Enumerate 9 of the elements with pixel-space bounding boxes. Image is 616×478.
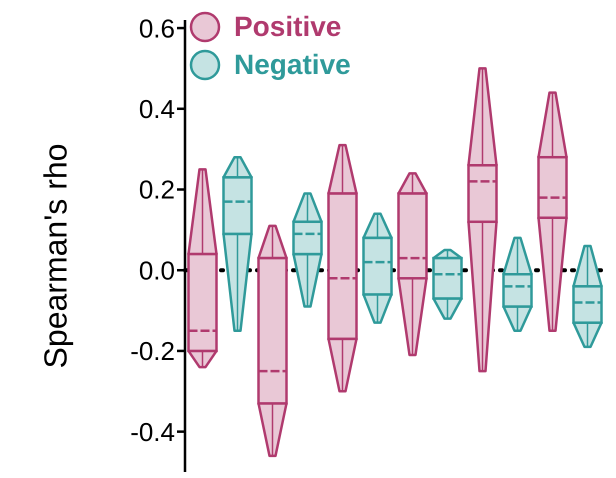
legend-label: Negative [234,49,351,81]
y-tick-label: 0.6 [138,13,175,44]
y-tick-label: 0.0 [138,255,175,286]
y-tick-label: 0.4 [138,94,175,124]
legend-label: Positive [234,11,342,43]
y-tick-label: 0.2 [138,174,175,205]
y-axis-title: Spearman's rho [37,144,74,368]
y-tick-label: -0.2 [130,336,175,366]
y-tick-label: -0.4 [130,416,175,447]
